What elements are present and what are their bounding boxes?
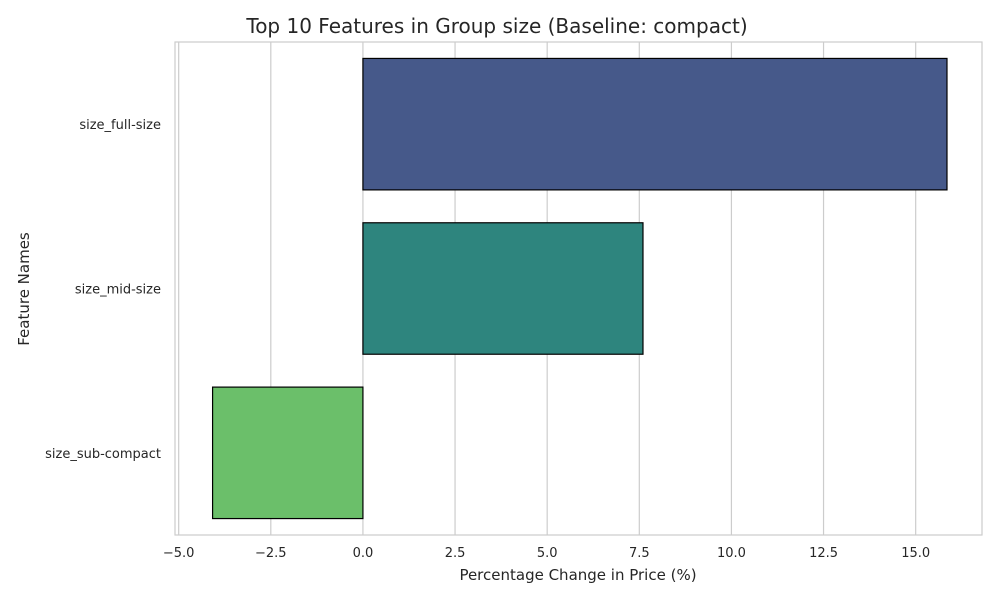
bar-size_sub-compact bbox=[211, 386, 364, 520]
bar-size_full-size bbox=[362, 57, 948, 191]
y-tick-label: size_sub-compact bbox=[45, 447, 161, 462]
bars bbox=[211, 57, 948, 520]
x-tick-label: −2.5 bbox=[255, 546, 287, 561]
x-tick-labels: −5.0 −2.5 0.0 2.5 5.0 7.5 10.0 12.5 15.0 bbox=[163, 546, 930, 561]
x-tick-label: 5.0 bbox=[537, 546, 558, 561]
x-axis-label: Percentage Change in Price (%) bbox=[459, 566, 696, 584]
y-tick-label: size_mid-size bbox=[75, 283, 161, 298]
plot-frame bbox=[174, 41, 983, 536]
x-tick-label: 2.5 bbox=[445, 546, 466, 561]
y-tick-labels: size_full-size size_mid-size size_sub-comp… bbox=[45, 118, 161, 462]
bar-size_mid-size bbox=[362, 222, 644, 355]
x-tick-label: 10.0 bbox=[717, 546, 746, 561]
plot-border bbox=[174, 41, 983, 536]
chart-title: Top 10 Features in Group size (Baseline:… bbox=[245, 14, 747, 38]
x-tick-label: 15.0 bbox=[901, 546, 930, 561]
x-tick-label: −5.0 bbox=[163, 546, 195, 561]
y-axis-label: Feature Names bbox=[15, 232, 33, 346]
x-tick-label: 12.5 bbox=[809, 546, 838, 561]
x-tick-label: 7.5 bbox=[629, 546, 650, 561]
x-tick-label: 0.0 bbox=[353, 546, 374, 561]
y-tick-label: size_full-size bbox=[79, 118, 161, 133]
